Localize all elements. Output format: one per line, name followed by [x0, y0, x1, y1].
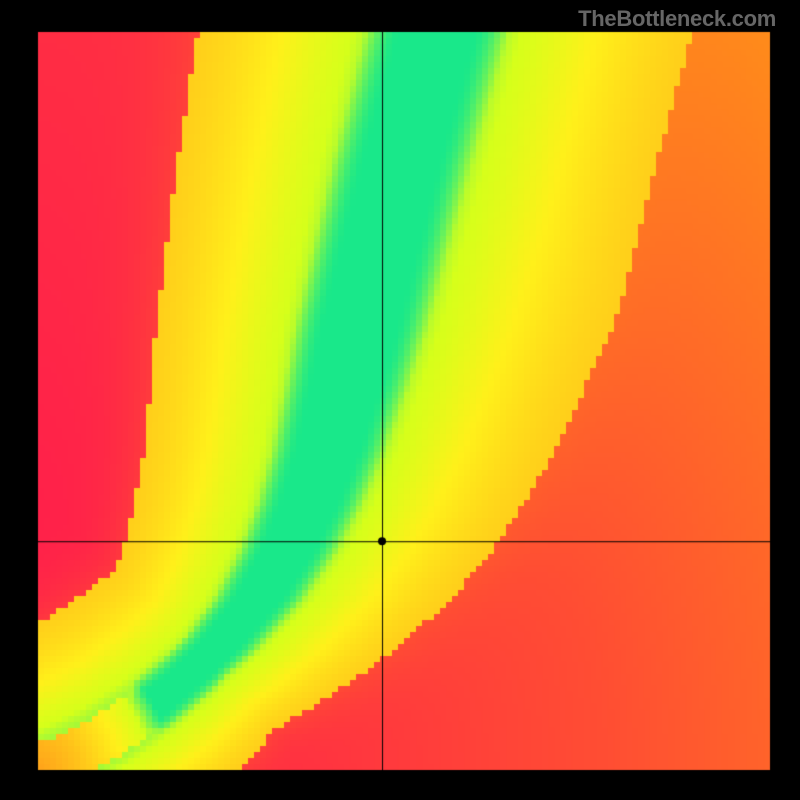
watermark-label: TheBottleneck.com [578, 6, 776, 32]
chart-container: TheBottleneck.com [0, 0, 800, 800]
heatmap-canvas [0, 0, 800, 800]
